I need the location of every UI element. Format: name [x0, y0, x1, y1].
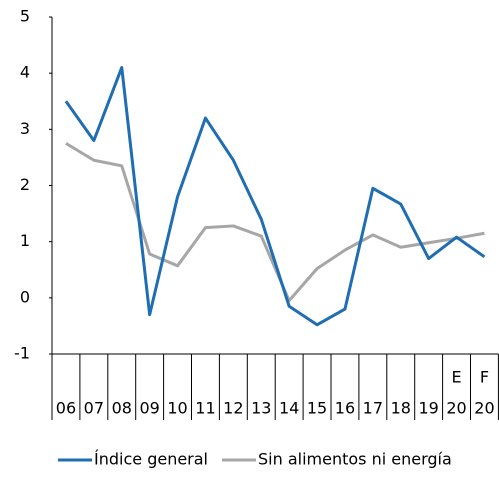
- x-tick-label: 07: [84, 399, 104, 418]
- y-tick-label: 3: [20, 119, 30, 138]
- x-tick-label: 06: [56, 399, 76, 418]
- x-tick-label: 17: [363, 399, 383, 418]
- x-tick-label: 20: [474, 399, 494, 418]
- x-tick-label: 19: [418, 399, 438, 418]
- y-tick-label: 5: [20, 7, 30, 26]
- x-tick-label: 13: [251, 399, 271, 418]
- period-mark: F: [480, 368, 489, 387]
- legend-label: Índice general: [94, 450, 208, 469]
- period-mark: E: [451, 368, 461, 387]
- x-tick-label: 12: [223, 399, 243, 418]
- x-tick-label: 14: [279, 399, 299, 418]
- x-tick-label: 08: [112, 399, 132, 418]
- x-tick-label: 18: [391, 399, 411, 418]
- x-tick-label: 09: [139, 399, 159, 418]
- y-tick-label: 2: [20, 175, 30, 194]
- x-tick-label: 11: [195, 399, 215, 418]
- x-tick-label: 15: [307, 399, 327, 418]
- y-tick-label: 4: [20, 63, 30, 82]
- x-tick-label: 10: [167, 399, 187, 418]
- y-tick-label: -1: [14, 344, 30, 363]
- series-line: [64, 66, 486, 327]
- x-tick-label: 20: [446, 399, 466, 418]
- x-tick-label: 16: [335, 399, 355, 418]
- y-tick-label: 0: [20, 287, 30, 306]
- series-line: [65, 142, 485, 303]
- legend-label: Sin alimentos ni energía: [258, 450, 452, 469]
- y-tick-label: 1: [20, 231, 30, 250]
